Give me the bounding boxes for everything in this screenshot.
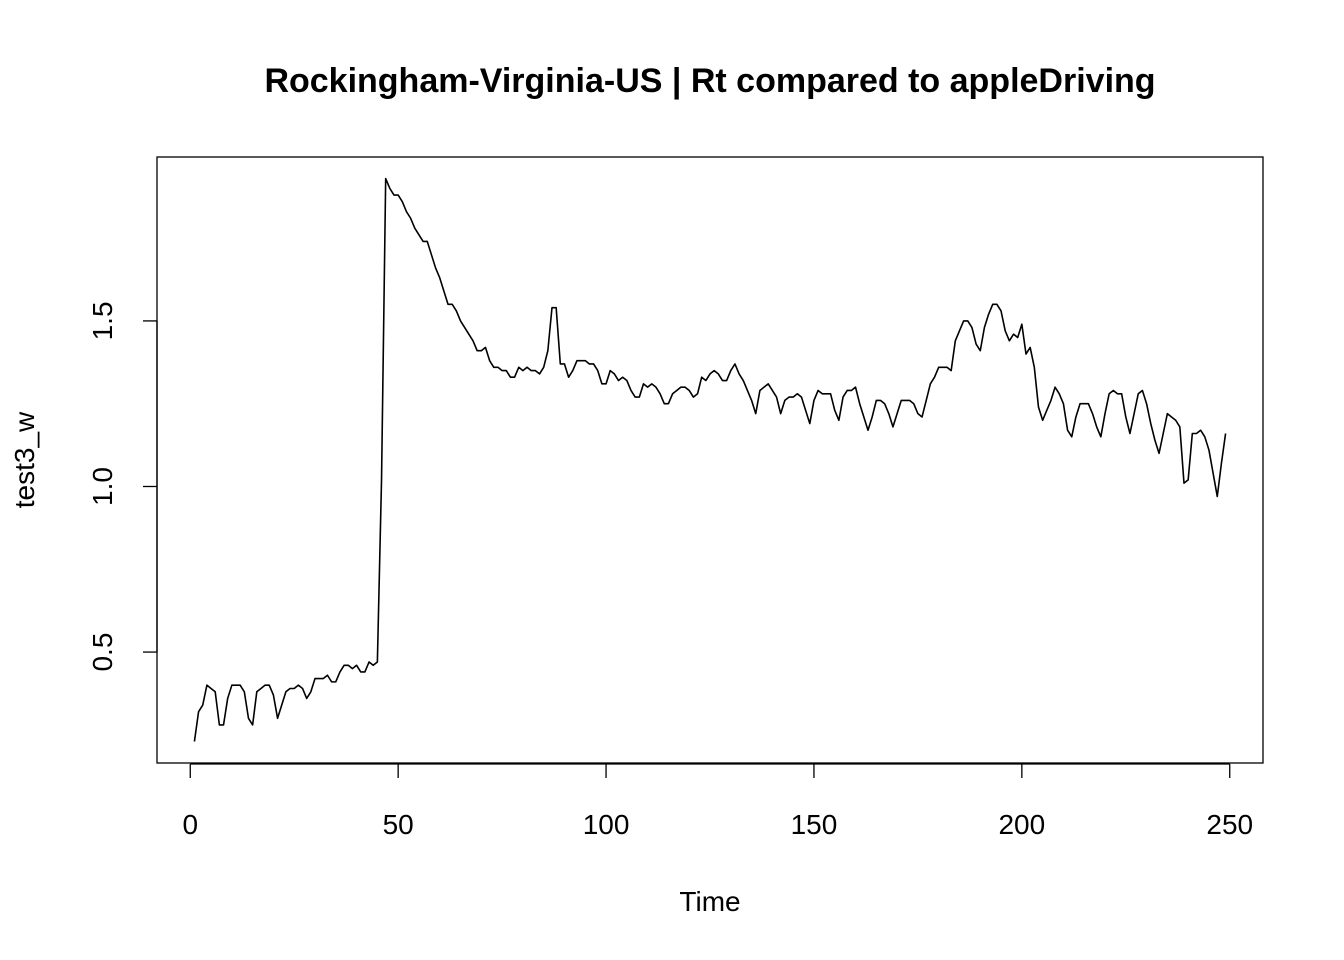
y-tick-label: 1.0 <box>87 467 118 506</box>
y-axis: 0.5 1.0 1.5 <box>87 301 158 672</box>
x-tick-label: 100 <box>583 809 630 840</box>
chart-title: Rockingham-Virginia-US | Rt compared to … <box>264 62 1155 100</box>
y-axis-label: test3_w <box>9 411 40 508</box>
x-tick-label: 150 <box>791 809 838 840</box>
x-tick-label: 200 <box>998 809 1045 840</box>
x-tick-label: 0 <box>182 809 198 840</box>
series-group <box>193 177 1227 742</box>
y-tick-label: 0.5 <box>87 633 118 672</box>
series-line <box>193 177 1227 742</box>
x-tick-label: 50 <box>383 809 414 840</box>
x-axis: 0 50 100 150 200 250 <box>182 763 1253 840</box>
x-axis-label: Time <box>679 886 740 917</box>
y-tick-label: 1.5 <box>87 301 118 340</box>
x-tick-label: 250 <box>1206 809 1253 840</box>
plot-frame <box>156 156 1264 764</box>
